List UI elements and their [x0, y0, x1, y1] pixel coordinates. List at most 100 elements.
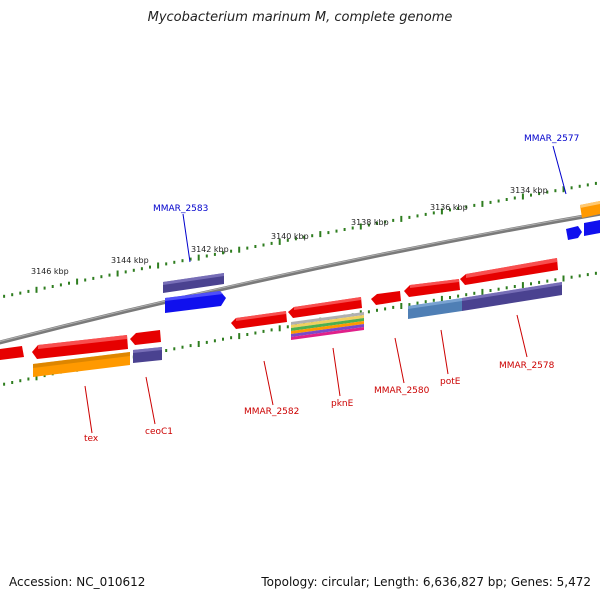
minor-tick	[19, 379, 22, 383]
minor-tick	[530, 193, 532, 197]
tick-label-3144: 3144 kbp	[111, 256, 149, 265]
inner-features	[33, 282, 562, 377]
major-tick	[521, 193, 524, 200]
minor-tick	[570, 186, 573, 190]
outer-tick-track	[3, 181, 597, 298]
minor-tick	[181, 345, 184, 349]
minor-tick	[513, 285, 516, 288]
outer-features	[163, 201, 600, 313]
major-tick	[481, 200, 484, 207]
minor-tick	[11, 381, 14, 384]
minor-tick	[140, 267, 143, 271]
minor-tick	[546, 190, 549, 194]
minor-tick	[181, 259, 184, 263]
minor-tick	[586, 183, 589, 187]
minor-tick	[384, 307, 387, 311]
minor-tick	[270, 328, 273, 332]
minor-tick	[351, 226, 354, 230]
minor-tick	[449, 296, 451, 299]
minor-tick	[367, 310, 370, 314]
minor-tick	[11, 293, 14, 297]
minor-tick	[68, 281, 70, 285]
minor-tick	[165, 349, 168, 352]
minor-tick	[173, 347, 176, 351]
minor-tick	[457, 294, 460, 298]
minor-tick	[246, 333, 249, 336]
minor-tick	[578, 274, 581, 278]
major-tick	[76, 278, 79, 285]
feature-blue-small[interactable]	[566, 226, 582, 240]
minor-tick	[230, 336, 233, 340]
major-tick	[440, 295, 443, 302]
minor-tick	[594, 181, 597, 185]
major-tick	[35, 286, 38, 293]
minor-tick	[416, 214, 419, 218]
major-tick	[562, 186, 565, 193]
minor-tick	[513, 196, 516, 200]
minor-tick	[376, 221, 378, 225]
major-tick	[35, 374, 38, 381]
minor-tick	[497, 287, 500, 291]
minor-tick	[124, 270, 127, 274]
minor-tick	[424, 300, 427, 304]
minor-tick	[3, 382, 6, 386]
minor-tick	[335, 229, 338, 233]
major-tick	[278, 325, 281, 332]
minor-tick	[497, 199, 500, 203]
minor-tick	[51, 285, 54, 288]
feature-red-2580[interactable]	[371, 291, 401, 305]
minor-tick	[173, 260, 176, 264]
minor-tick	[222, 251, 224, 255]
feature-blue-edge[interactable]	[584, 220, 600, 236]
major-tick	[197, 341, 200, 347]
minor-tick	[270, 241, 273, 245]
minor-tick	[505, 286, 508, 290]
footer-accession: Accession: NC_010612	[9, 575, 146, 589]
feature-multicolor-pknE[interactable]	[291, 312, 364, 340]
map-title: Mycobacterium marinum M, complete genome	[147, 10, 453, 25]
minor-tick	[343, 228, 346, 231]
major-tick	[157, 262, 160, 269]
minor-tick	[554, 278, 557, 282]
minor-tick	[100, 275, 103, 279]
minor-tick	[254, 331, 257, 335]
gene-labels: MMAR_2583 MMAR_2577 tex ceoC1 MMAR_2582 …	[84, 134, 579, 444]
minor-tick	[367, 223, 370, 227]
minor-tick	[432, 298, 435, 302]
major-tick	[521, 282, 524, 289]
minor-tick	[246, 246, 249, 250]
feature-red-left-edge[interactable]	[0, 346, 24, 360]
minor-tick	[92, 276, 95, 280]
minor-tick	[59, 283, 62, 287]
minor-tick	[262, 243, 265, 247]
feature-red-ceoC1[interactable]	[130, 330, 161, 345]
feature-steel-potE[interactable]	[408, 298, 462, 319]
minor-tick	[392, 305, 395, 309]
minor-tick	[43, 374, 46, 378]
major-tick	[562, 275, 565, 282]
major-tick	[238, 333, 241, 340]
tick-label-3138: 3138 kbp	[351, 218, 389, 227]
gene-label-MMAR_2580: MMAR_2580	[374, 386, 430, 396]
major-tick	[278, 238, 281, 245]
minor-tick	[311, 234, 314, 238]
minor-tick	[554, 189, 557, 193]
minor-tick	[594, 271, 597, 275]
minor-tick	[254, 245, 257, 248]
gene-label-MMAR_2582: MMAR_2582	[244, 407, 299, 417]
minor-tick	[489, 200, 492, 204]
minor-tick	[449, 208, 451, 212]
major-tick	[400, 215, 403, 222]
minor-tick	[205, 254, 208, 258]
minor-tick	[432, 211, 435, 215]
tick-label-3136: 3136 kbp	[430, 203, 468, 212]
minor-tick	[416, 301, 419, 305]
feature-navy-2578[interactable]	[462, 282, 562, 311]
minor-tick	[489, 289, 492, 292]
minor-tick	[27, 377, 30, 381]
minor-tick	[165, 262, 168, 266]
gene-label-MMAR_2583: MMAR_2583	[153, 204, 208, 214]
minor-tick	[230, 249, 233, 253]
gene-label-potE: potE	[440, 377, 461, 387]
